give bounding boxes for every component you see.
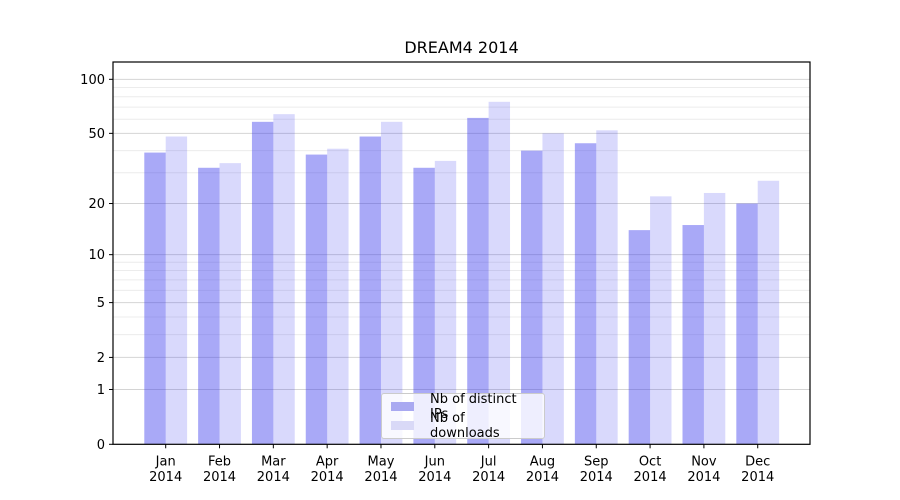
bar-distinct-ips-jul	[467, 117, 489, 445]
x-tick-label-year: 2014	[687, 470, 720, 485]
x-tick-label-month: Oct	[639, 455, 661, 470]
x-tick-label-month: Feb	[208, 455, 231, 470]
bar-distinct-ips-dec	[736, 203, 758, 445]
chart-title: DREAM4 2014	[404, 38, 519, 57]
x-tick-label-month: Sep	[584, 455, 609, 470]
x-tick-label-year: 2014	[311, 470, 344, 485]
bar-downloads-apr	[327, 148, 349, 445]
bar-distinct-ips-mar	[251, 121, 274, 445]
legend-swatch-distinct-ips	[391, 402, 414, 411]
bar-distinct-ips-nov	[682, 225, 704, 445]
y-tick-label: 100	[80, 73, 105, 88]
bar-downloads-aug	[542, 133, 564, 445]
y-tick-label: 5	[97, 296, 105, 311]
bar-downloads-mar	[273, 114, 295, 445]
legend-label-distinct-ips: Nb of distinct IPs	[430, 391, 517, 422]
bar-downloads-dec	[757, 180, 780, 445]
x-tick-label-month: Nov	[691, 455, 717, 470]
bar-downloads-oct	[650, 196, 672, 445]
plot-border	[112, 61, 811, 445]
x-tick-label-year: 2014	[149, 470, 182, 485]
bar-downloads-feb	[219, 163, 241, 445]
bar-downloads-nov	[703, 192, 726, 445]
legend-label-downloads: Nb of downloads	[430, 410, 500, 441]
x-tick-label-year: 2014	[472, 470, 505, 485]
y-tick-label: 0	[97, 438, 105, 453]
bar-downloads-jul	[488, 101, 511, 445]
x-tick-label-month: Jan	[155, 455, 176, 470]
x-tick-label-year: 2014	[203, 470, 236, 485]
x-tick-label-month: Jun	[424, 455, 445, 470]
x-tick-label-year: 2014	[418, 470, 451, 485]
x-tick-label-year: 2014	[741, 470, 774, 485]
y-tick-label: 20	[88, 197, 105, 212]
y-tick-label: 1	[97, 383, 105, 398]
x-tick-label-year: 2014	[526, 470, 559, 485]
legend-item-downloads: Nb of downloads	[391, 411, 536, 441]
x-tick-label-year: 2014	[364, 470, 397, 485]
y-tick-label: 2	[97, 351, 105, 366]
bar-distinct-ips-oct	[628, 230, 651, 445]
x-tick-label-month: Dec	[745, 455, 770, 470]
bar-downloads-sep	[596, 130, 618, 445]
legend-item-distinct-ips: Nb of distinct IPs	[391, 392, 536, 422]
bar-distinct-ips-sep	[574, 143, 597, 445]
bar-distinct-ips-aug	[521, 150, 543, 445]
x-tick-label-month: Mar	[261, 455, 286, 470]
x-tick-label-month: Apr	[316, 455, 339, 470]
legend: Nb of distinct IPs Nb of downloads	[381, 392, 545, 441]
bar-downloads-jan	[165, 136, 188, 445]
x-tick-label-year: 2014	[257, 470, 290, 485]
bar-downloads-may	[380, 121, 403, 445]
x-tick-label-year: 2014	[580, 470, 613, 485]
legend-swatch-downloads	[391, 421, 414, 430]
bar-distinct-ips-jan	[144, 152, 166, 445]
x-tick-label-month: May	[368, 455, 395, 470]
x-tick-label-year: 2014	[634, 470, 667, 485]
x-tick-label-month: Aug	[530, 455, 555, 470]
y-tick-label: 50	[88, 127, 105, 142]
bar-distinct-ips-feb	[198, 167, 220, 445]
bar-distinct-ips-apr	[305, 154, 328, 445]
x-tick-label-month: Jul	[480, 455, 497, 470]
bar-distinct-ips-jun	[413, 167, 435, 445]
bar-distinct-ips-may	[359, 136, 381, 445]
y-tick-label: 10	[88, 248, 105, 263]
bar-downloads-jun	[434, 160, 457, 445]
